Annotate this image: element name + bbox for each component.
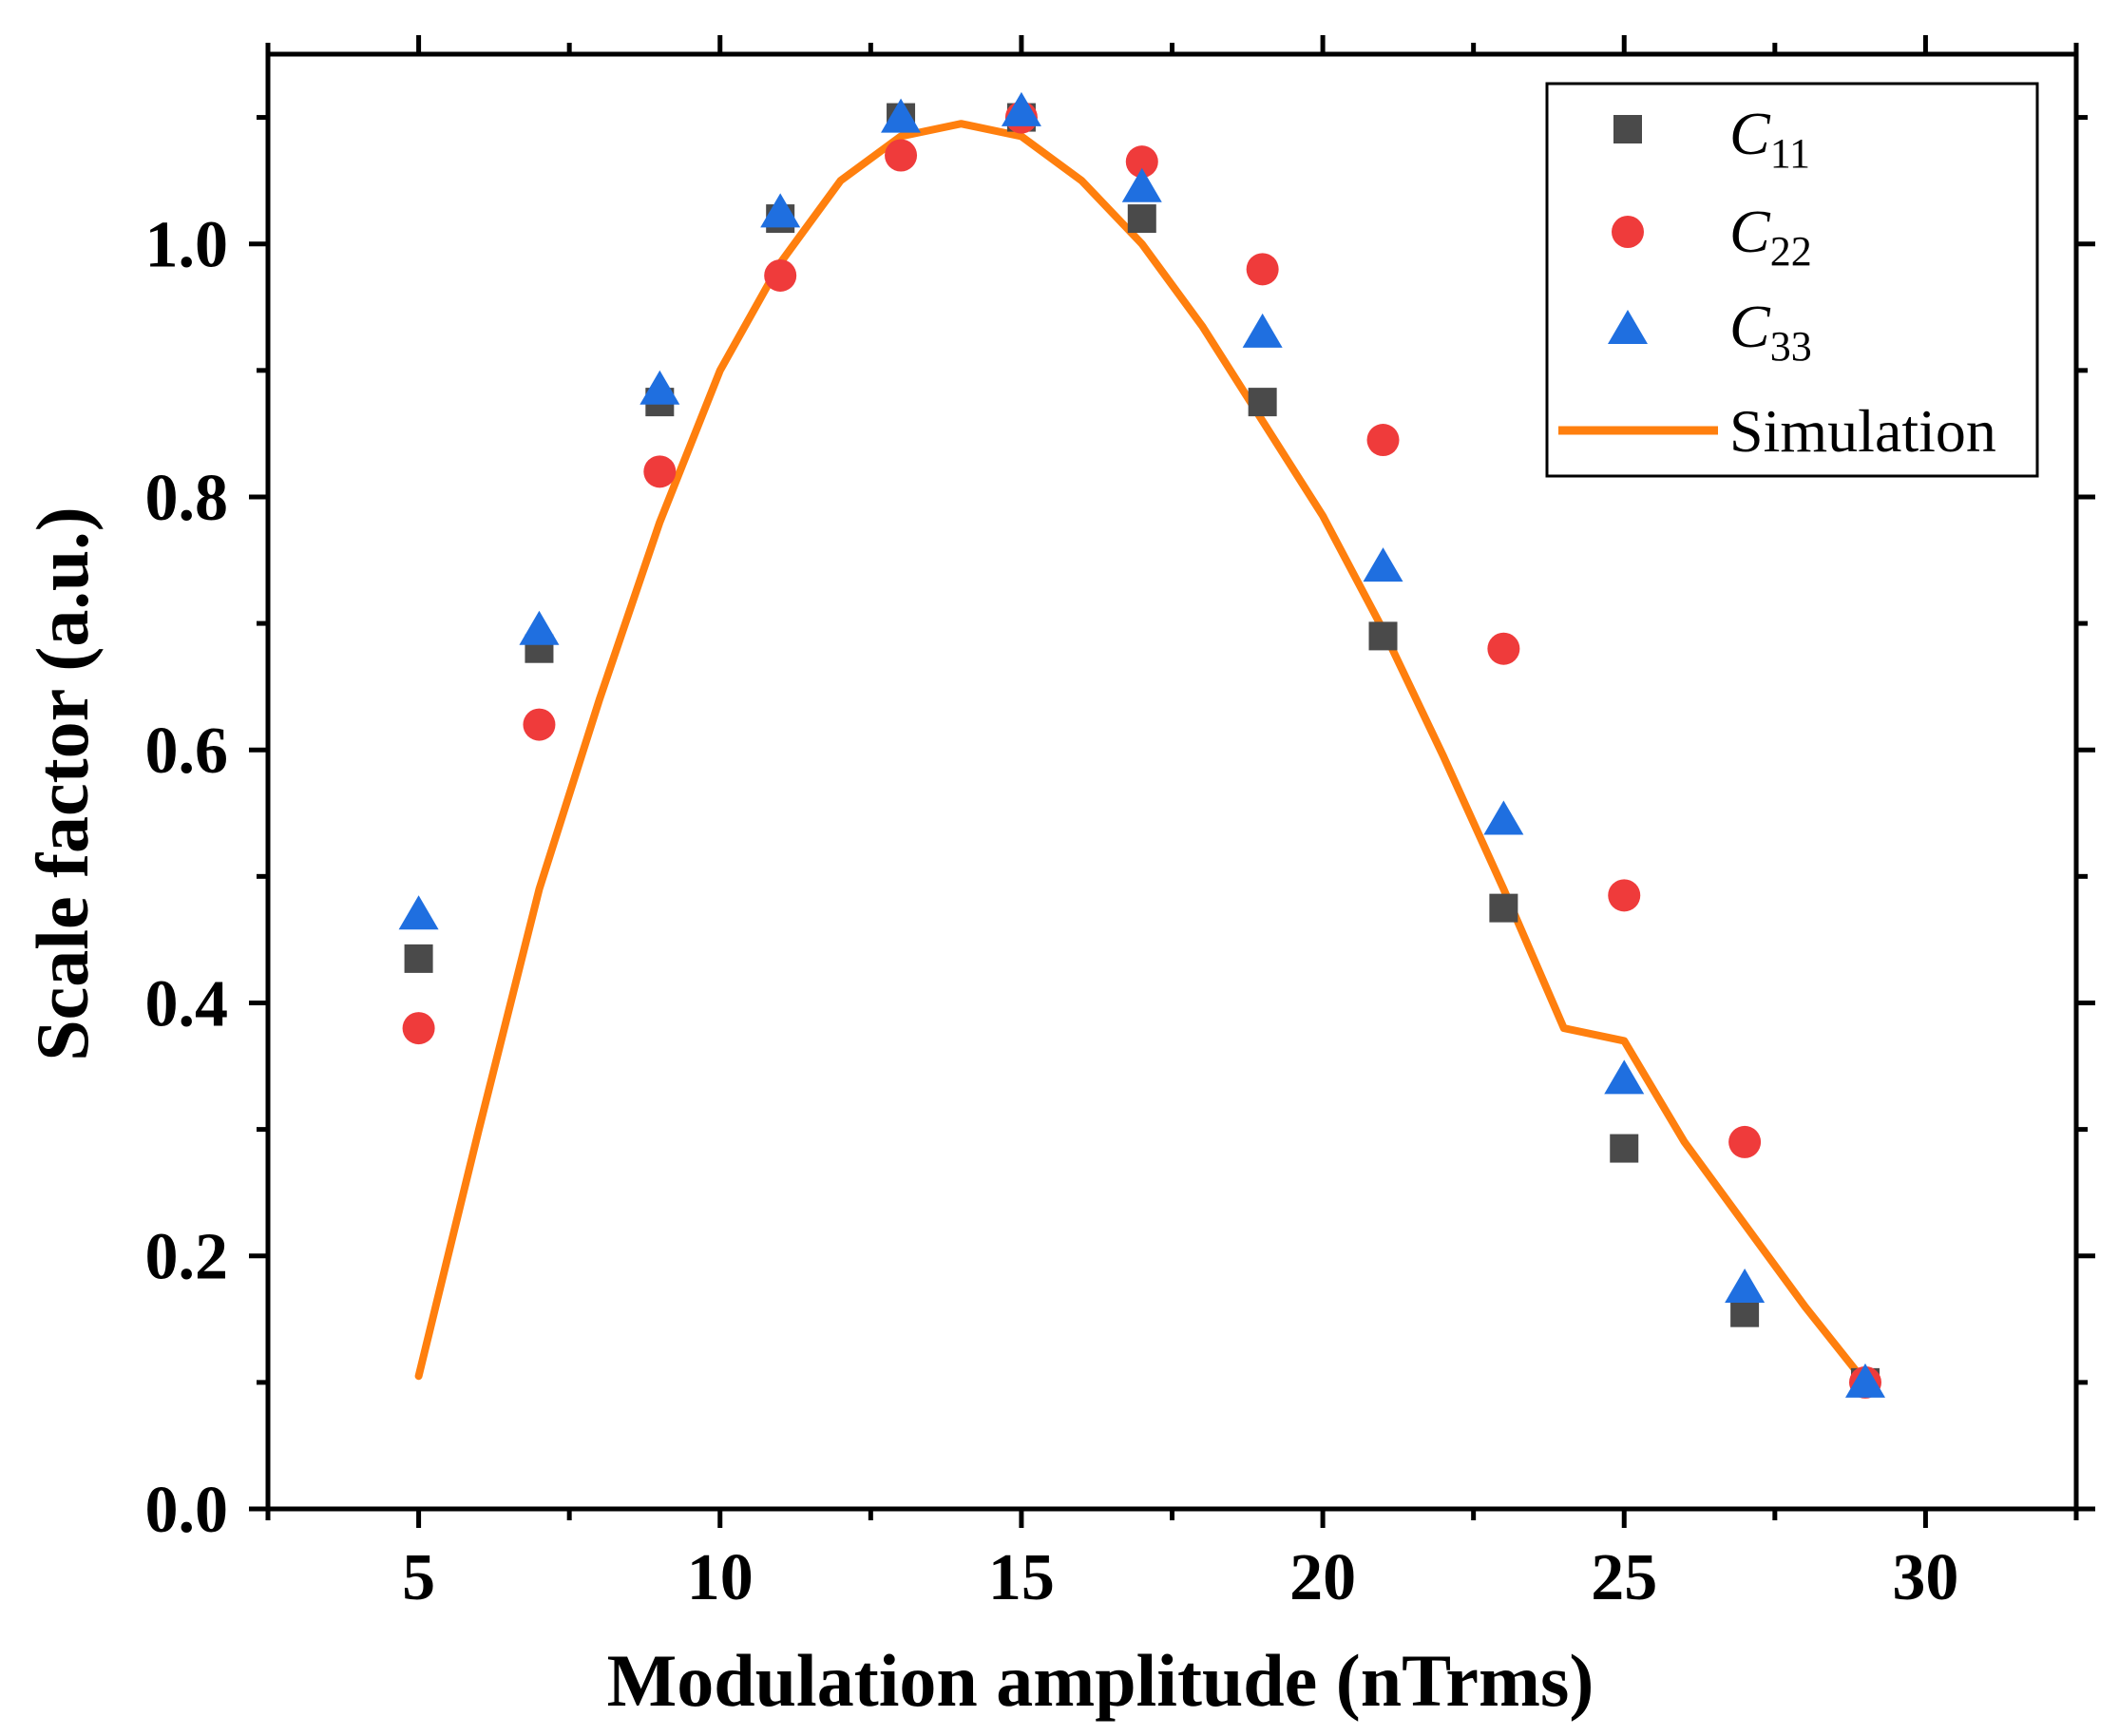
x-tick-label-30: 30 — [1892, 1541, 1958, 1614]
c22-point-17 — [1125, 145, 1158, 179]
c11-point-5 — [404, 944, 433, 973]
legend: C11 C22 C33 Simulation — [1545, 82, 2039, 478]
c33-point-11 — [760, 193, 801, 228]
legend-label-c33: C33 — [1729, 293, 1812, 370]
y-tick-label-4: 0.8 — [145, 462, 229, 535]
legend-label-c11: C11 — [1729, 100, 1810, 177]
legend-marker-c22 — [1612, 216, 1644, 248]
c22-point-19 — [1246, 253, 1279, 286]
c11-point-27 — [1730, 1298, 1760, 1327]
y-tick-label-3: 0.6 — [145, 715, 229, 788]
c22-point-27 — [1728, 1125, 1762, 1158]
axes: 5 10 15 20 25 30 0.0 0.2 0.4 0.6 0.8 1.0 — [145, 35, 2095, 1614]
x-tick-label-25: 25 — [1591, 1541, 1657, 1614]
legend-marker-c11 — [1613, 115, 1642, 143]
plot-marks — [398, 91, 1885, 1399]
c11-point-25 — [1610, 1134, 1639, 1163]
c11-point-23 — [1489, 893, 1518, 923]
y-axis-title: Scale factor (a.u.) — [21, 506, 104, 1060]
c11-point-19 — [1248, 388, 1277, 417]
c22-point-7 — [523, 708, 556, 741]
legend-label-c33-main: C — [1729, 293, 1771, 360]
legend-box — [1545, 82, 2039, 478]
y-tick-label-2: 0.4 — [145, 967, 229, 1040]
c33-point-7 — [519, 610, 560, 645]
x-tick-label-20: 20 — [1289, 1541, 1356, 1614]
c22-point-13 — [885, 139, 918, 172]
legend-label-c11-sub: 11 — [1770, 130, 1810, 177]
c33-point-19 — [1242, 313, 1283, 348]
legend-label-simulation: Simulation — [1729, 397, 1996, 465]
c22-point-11 — [764, 258, 797, 292]
x-tick-label-5: 5 — [402, 1541, 435, 1614]
c33-point-15 — [1001, 91, 1041, 126]
legend-label-c22-main: C — [1729, 198, 1771, 265]
c33-point-25 — [1604, 1059, 1645, 1095]
c22-point-9 — [643, 455, 677, 488]
c33-point-23 — [1483, 800, 1524, 835]
c11-point-17 — [1127, 204, 1156, 234]
x-tick-label-10: 10 — [687, 1541, 754, 1614]
legend-label-c33-sub: 33 — [1770, 323, 1812, 370]
y-tick-label-0: 0.0 — [145, 1474, 229, 1547]
c22-point-23 — [1487, 632, 1520, 665]
x-axis-title: Modulation amplitude (nTrms) — [607, 1639, 1594, 1722]
c33-point-21 — [1363, 547, 1403, 582]
c33-point-5 — [398, 895, 439, 930]
x-tick-label-15: 15 — [988, 1541, 1055, 1614]
c22-point-25 — [1608, 879, 1641, 912]
legend-label-c22: C22 — [1729, 198, 1812, 275]
c22-point-5 — [402, 1012, 435, 1045]
y-tick-label-1: 0.2 — [145, 1221, 229, 1294]
c33-point-27 — [1725, 1269, 1766, 1304]
y-tick-label-5: 1.0 — [145, 209, 229, 282]
c33-point-9 — [640, 370, 680, 405]
c33-point-13 — [881, 98, 922, 133]
c11-point-21 — [1368, 621, 1398, 651]
legend-label-c11-main: C — [1729, 100, 1771, 167]
c33-point-29 — [1844, 1363, 1885, 1398]
simulation-curve — [414, 120, 1869, 1386]
legend-marker-c33 — [1608, 310, 1648, 344]
c33-point-17 — [1121, 167, 1162, 202]
legend-label-c22-sub: 22 — [1770, 228, 1812, 275]
c22-point-21 — [1366, 424, 1400, 457]
